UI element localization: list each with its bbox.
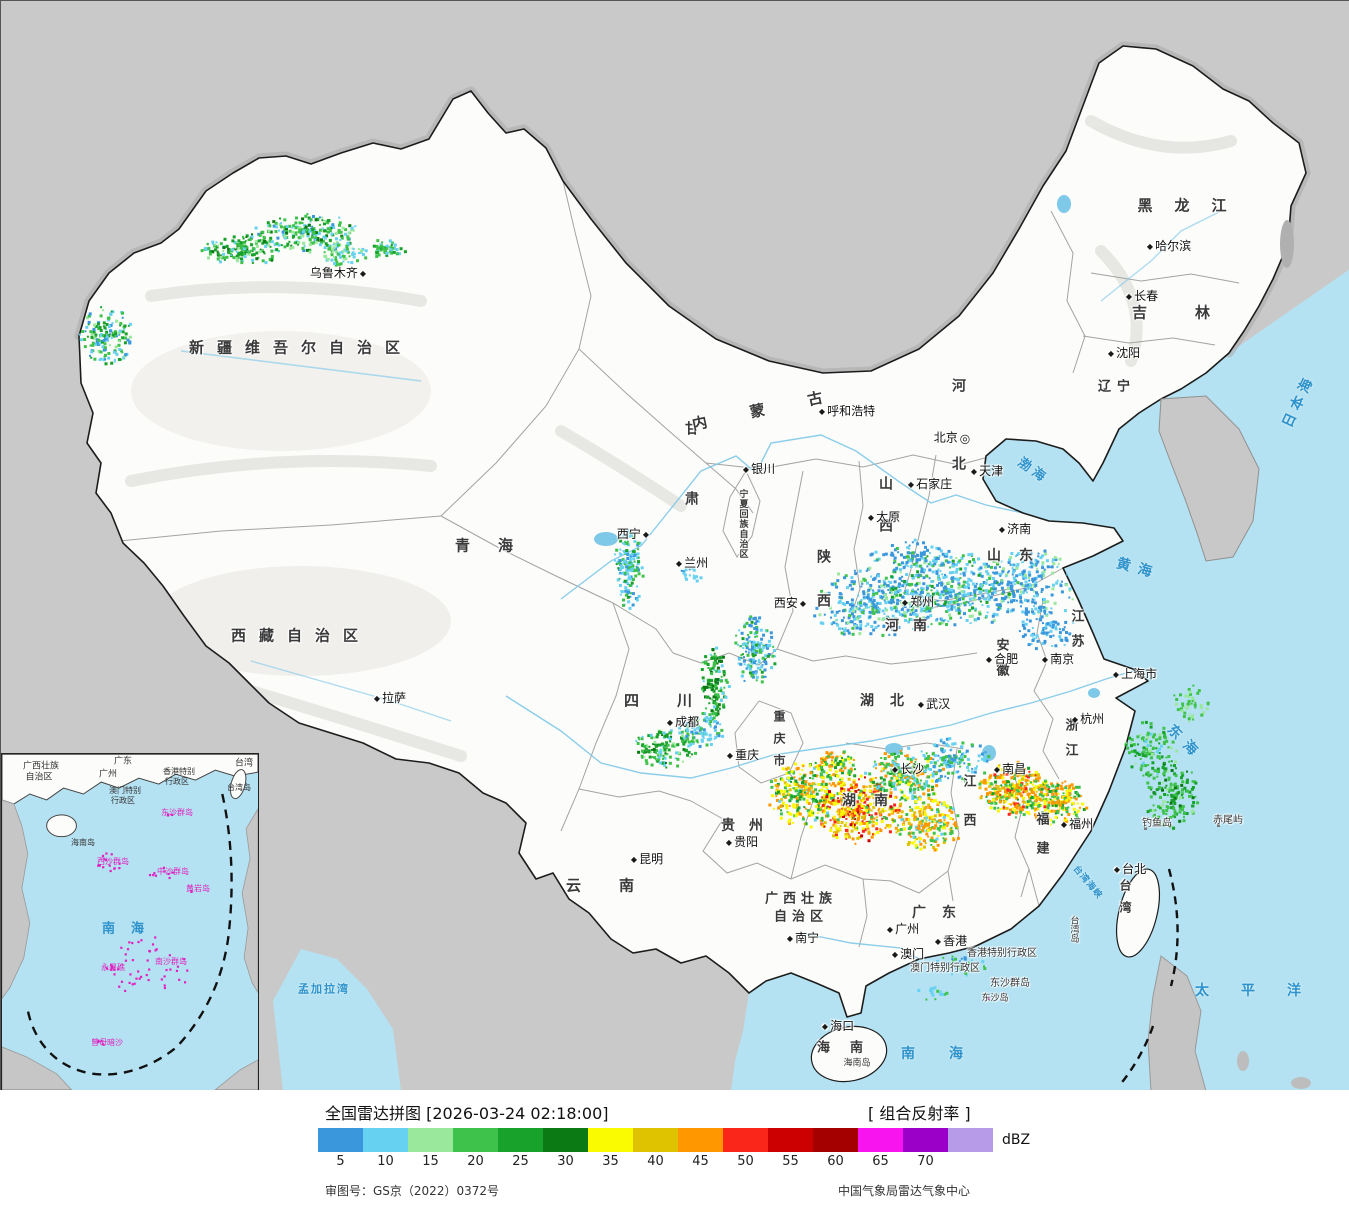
- legend-swatch: [633, 1128, 678, 1152]
- legend-value: 50: [737, 1154, 754, 1169]
- inset-canvas: [2, 754, 258, 1090]
- legend-swatch: [543, 1128, 588, 1152]
- legend-swatch: [588, 1128, 633, 1152]
- inset-philippines: [241, 808, 258, 994]
- inset-hainan: [46, 814, 77, 838]
- legend-value: 15: [422, 1154, 439, 1169]
- inset-nine-dash-line: [26, 793, 233, 1076]
- legend-value: 25: [512, 1154, 529, 1169]
- small-island-2: [1291, 1077, 1311, 1089]
- legend-value: 35: [602, 1154, 619, 1169]
- legend-value: 60: [827, 1154, 844, 1169]
- legend-unit: dBZ: [1002, 1132, 1031, 1148]
- terrain-shading: [125, 115, 1237, 762]
- legend-value: 5: [336, 1154, 345, 1169]
- hainan-island: [810, 1025, 888, 1083]
- taiwan-island: [1115, 868, 1161, 958]
- credit-text: 中国气象局雷达气象中心: [838, 1184, 971, 1198]
- legend-value: 20: [467, 1154, 484, 1169]
- china-radar-map: 新疆维吾尔自治区 西藏自治区 青海 甘肃 内蒙古 黑龙江 吉林 辽宁 河北 山西 山东 河南 陕西 宁夏回…: [0, 0, 1349, 1091]
- product-label: [ 组合反射率 ]: [868, 1104, 971, 1123]
- sakhalin-island: [1280, 220, 1294, 268]
- legend-value: 65: [872, 1154, 889, 1169]
- province-borders: [118, 180, 1240, 948]
- legend-swatch: [363, 1128, 408, 1152]
- bay-of-bengal: [273, 949, 401, 1091]
- legend-swatch: [858, 1128, 903, 1152]
- legend-value: 10: [377, 1154, 394, 1169]
- national-border: [78, 45, 1307, 1018]
- legend-value: 70: [917, 1154, 934, 1169]
- legend-panel: 全国雷达拼图 [2026-03-24 02:18:00] [ 组合反射率 ] d…: [0, 1090, 1349, 1208]
- legend-color-bar: [318, 1128, 993, 1152]
- legend-swatch: [723, 1128, 768, 1152]
- license-text: 审图号：GS京（2022）0372号: [325, 1184, 499, 1198]
- legend-value: 40: [647, 1154, 664, 1169]
- legend-swatch: [678, 1128, 723, 1152]
- legend-swatch: [498, 1128, 543, 1152]
- map-title: 全国雷达拼图 [2026-03-24 02:18:00]: [325, 1104, 609, 1123]
- inset-vietnam: [2, 799, 31, 1000]
- legend-swatch: [903, 1128, 948, 1152]
- legend-values: 5 10 15 20 25 30 35 40 45 50 55 60 65 70: [318, 1154, 948, 1169]
- korea-peninsula: [1158, 395, 1260, 562]
- legend-swatch: [318, 1128, 363, 1152]
- china-landmass: [79, 46, 1306, 1017]
- legend-value: 55: [782, 1154, 799, 1169]
- luzon-island: [1147, 955, 1207, 1091]
- radar-echo-layer: [79, 213, 1210, 1001]
- inset-borneo: [2, 1046, 73, 1090]
- legend-value: 45: [692, 1154, 709, 1169]
- rivers: [180, 210, 1222, 960]
- south-china-sea-inset: [1, 753, 259, 1091]
- legend-swatch: [453, 1128, 498, 1152]
- small-island-1: [1237, 1051, 1249, 1071]
- inset-island-markers: [97, 813, 193, 1046]
- legend-swatch: [813, 1128, 858, 1152]
- island-markers: [987, 824, 1220, 1000]
- maritime-boundary-dashes: [1118, 868, 1179, 1087]
- legend-swatch: [408, 1128, 453, 1152]
- legend-swatch: [768, 1128, 813, 1152]
- legend-value: 30: [557, 1154, 574, 1169]
- inset-taiwan: [229, 769, 247, 800]
- legend-swatch: [948, 1128, 993, 1152]
- inset-palawan: [214, 1059, 258, 1090]
